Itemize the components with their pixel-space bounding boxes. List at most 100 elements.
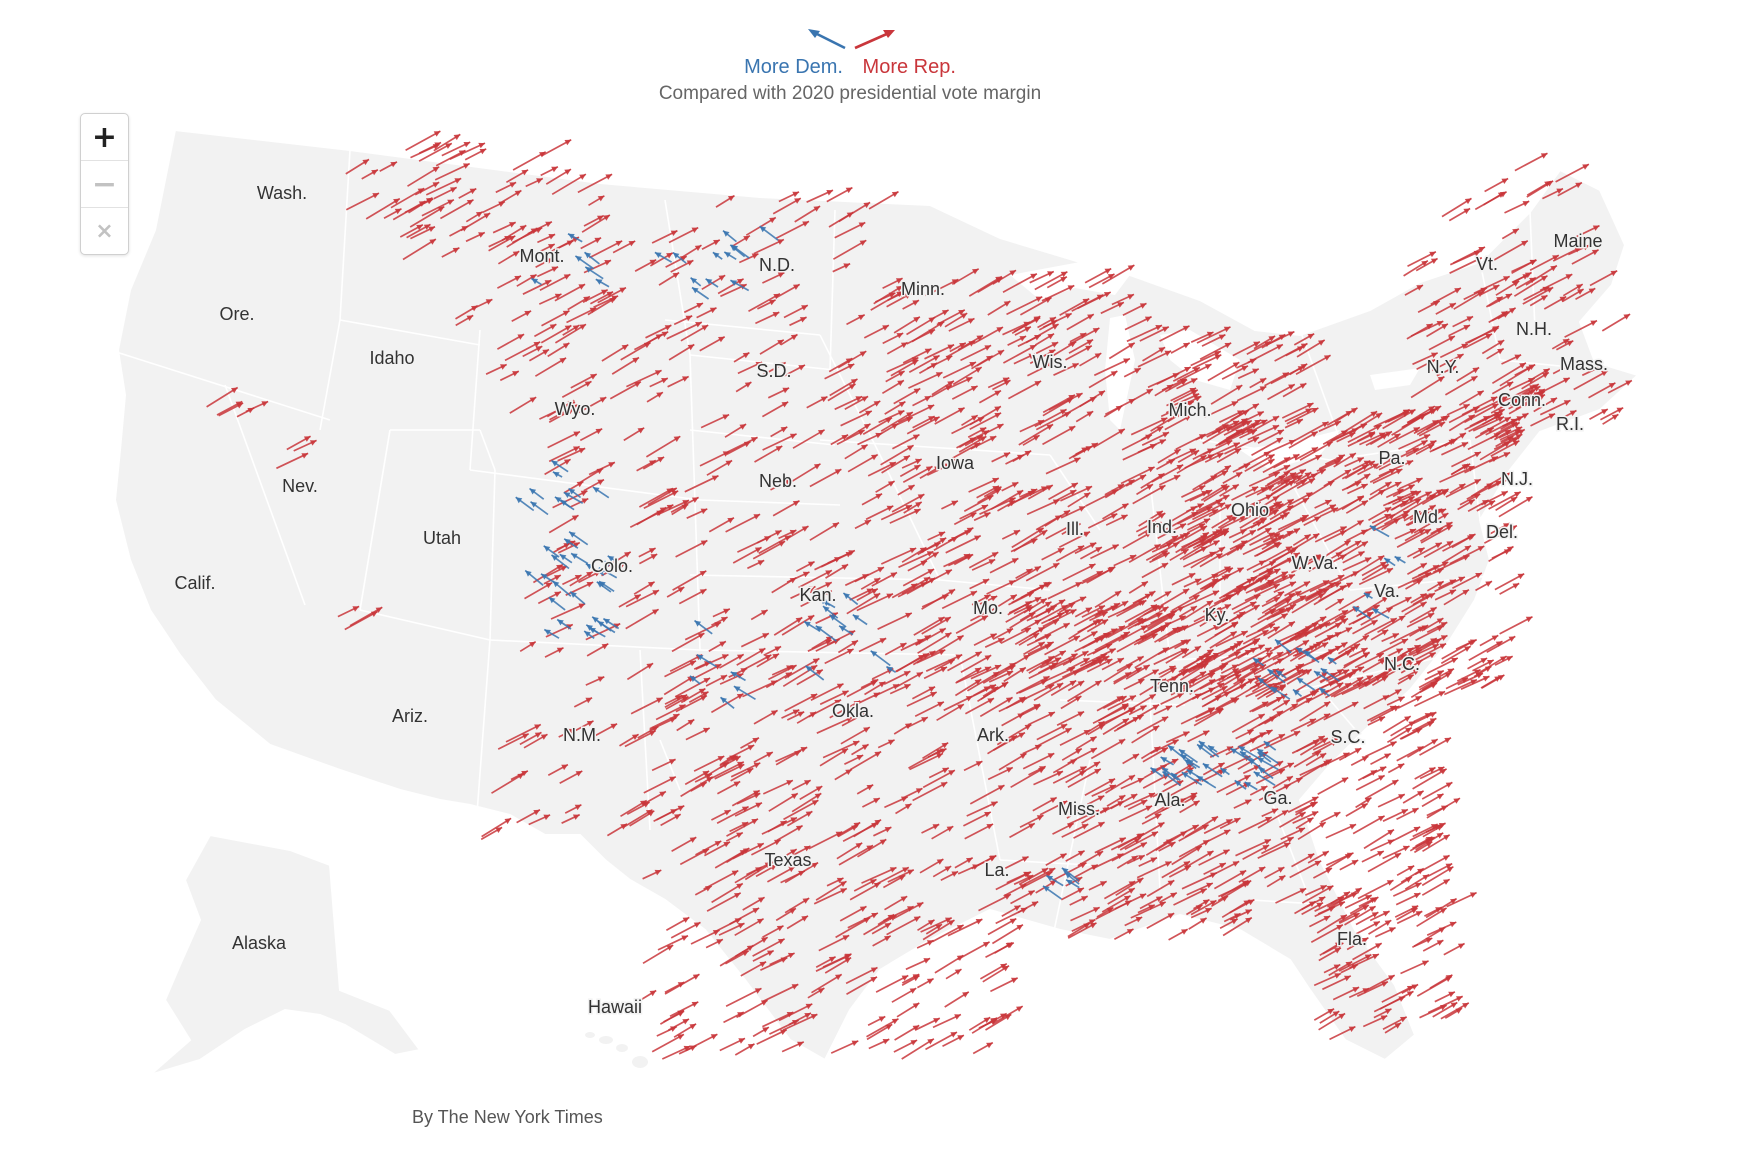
county-arrowhead-rep xyxy=(1025,568,1033,575)
county-arrowhead-rep xyxy=(1241,631,1248,637)
county-arrowhead-rep xyxy=(1019,884,1027,890)
county-arrowhead-rep xyxy=(975,651,982,658)
county-arrow-rep xyxy=(1007,380,1042,400)
state-label-colo: Colo. xyxy=(591,556,633,576)
county-arrowhead-rep xyxy=(1239,684,1246,690)
state-label-texas: Texas xyxy=(764,850,811,870)
county-arrowhead-rep xyxy=(1394,689,1402,695)
county-arrowhead-rep xyxy=(1253,341,1260,348)
county-arrowhead-rep xyxy=(632,357,639,364)
county-arrowhead-rep xyxy=(1090,748,1097,754)
county-arrowhead-rep xyxy=(851,1040,859,1047)
county-arrowhead-rep xyxy=(1064,728,1072,734)
county-arrowhead-rep xyxy=(1276,344,1283,350)
county-arrowhead-rep xyxy=(1162,647,1169,654)
zoom-in-button[interactable]: + xyxy=(81,114,128,161)
county-arrowhead-rep xyxy=(1291,703,1298,710)
county-arrowhead-rep xyxy=(1451,658,1458,664)
county-arrowhead-rep xyxy=(1279,514,1287,520)
county-arrowhead-rep xyxy=(983,594,991,601)
county-arrow-rep xyxy=(1310,924,1344,943)
county-arrowhead-rep xyxy=(737,761,744,768)
county-arrow-rep xyxy=(875,974,909,993)
county-arrowhead-rep xyxy=(1001,682,1009,688)
county-arrowhead-rep xyxy=(1050,797,1057,803)
county-arrowhead-rep xyxy=(1314,860,1322,867)
county-arrowhead-rep xyxy=(1090,631,1098,637)
county-arrowhead-rep xyxy=(938,531,946,538)
county-arrowhead-rep xyxy=(1449,303,1456,309)
county-arrowhead-rep xyxy=(768,299,776,306)
county-arrowhead-rep xyxy=(1304,472,1312,479)
county-arrowhead-dem xyxy=(544,629,551,636)
county-arrowhead-rep xyxy=(1189,448,1196,455)
county-arrowhead-rep xyxy=(777,239,784,245)
county-arrowhead-rep xyxy=(610,723,618,730)
county-arrowhead-rep xyxy=(1338,901,1345,907)
county-arrowhead-rep xyxy=(802,571,810,578)
county-arrowhead-rep xyxy=(1007,942,1014,949)
county-arrowhead-rep xyxy=(754,988,762,994)
county-arrow-rep xyxy=(1244,583,1281,602)
county-arrowhead-rep xyxy=(1222,495,1230,501)
county-arrowhead-rep xyxy=(303,436,311,442)
county-arrowhead-rep xyxy=(794,750,801,757)
county-arrowhead-rep xyxy=(579,324,586,330)
county-arrowhead-rep xyxy=(1525,496,1533,503)
county-arrowhead-rep xyxy=(755,802,762,809)
county-arrowhead-rep xyxy=(1152,704,1160,711)
county-arrowhead-rep xyxy=(967,318,975,324)
county-arrow-rep xyxy=(1229,410,1265,429)
county-arrowhead-rep xyxy=(912,1025,920,1032)
zoom-out-button[interactable]: − xyxy=(81,161,128,208)
county-arrowhead-rep xyxy=(984,812,991,818)
county-arrowhead-rep xyxy=(1143,665,1150,671)
county-arrowhead-rep xyxy=(1171,759,1179,765)
county-arrowhead-rep xyxy=(681,935,688,941)
county-arrow-rep xyxy=(1225,419,1262,440)
county-arrowhead-rep xyxy=(1543,368,1550,375)
county-arrowhead-rep xyxy=(1170,892,1177,899)
county-arrowhead-rep xyxy=(1033,316,1041,322)
county-arrowhead-rep xyxy=(1378,716,1385,723)
county-arrowhead-rep xyxy=(1407,496,1415,503)
county-arrowhead-dem xyxy=(886,666,894,673)
county-arrowhead-rep xyxy=(1245,909,1252,915)
county-arrowhead-rep xyxy=(1306,817,1314,824)
county-arrowhead-rep xyxy=(1524,272,1532,278)
rep-arrow-icon xyxy=(854,30,895,50)
county-arrowhead-rep xyxy=(1009,663,1016,669)
county-arrow-rep xyxy=(1513,274,1548,297)
county-arrowhead-rep xyxy=(1458,576,1465,583)
county-arrowhead-dem xyxy=(557,619,564,626)
county-arrowhead-rep xyxy=(1288,621,1295,628)
county-arrowhead-rep xyxy=(841,690,849,697)
minus-icon: − xyxy=(91,166,118,202)
county-arrowhead-rep xyxy=(873,578,881,584)
county-arrowhead-dem xyxy=(1244,782,1252,788)
reset-zoom-button[interactable]: × xyxy=(81,208,128,254)
county-arrowhead-rep xyxy=(1094,680,1102,687)
county-arrow-rep xyxy=(1118,805,1153,823)
county-arrowhead-rep xyxy=(909,988,917,994)
county-arrowhead-rep xyxy=(700,782,707,788)
county-arrowhead-rep xyxy=(1190,606,1197,612)
county-arrow-rep xyxy=(1299,440,1334,461)
county-arrowhead-rep xyxy=(1213,625,1220,631)
county-arrowhead-dem xyxy=(852,614,860,621)
county-arrowhead-rep xyxy=(1112,544,1119,550)
county-arrowhead-rep xyxy=(666,945,674,951)
county-arrowhead-rep xyxy=(1199,918,1207,924)
county-arrowhead-rep xyxy=(736,832,743,838)
county-arrowhead-rep xyxy=(956,925,964,931)
county-arrowhead-rep xyxy=(1492,285,1500,291)
county-arrowhead-rep xyxy=(509,222,516,228)
county-arrowhead-rep xyxy=(1198,434,1206,440)
county-arrowhead-rep xyxy=(571,515,579,521)
county-arrowhead-rep xyxy=(847,364,855,370)
county-arrowhead-rep xyxy=(1508,307,1516,314)
county-arrow-rep xyxy=(1500,384,1537,404)
county-arrowhead-rep xyxy=(779,362,786,368)
county-arrowhead-rep xyxy=(1427,613,1435,619)
